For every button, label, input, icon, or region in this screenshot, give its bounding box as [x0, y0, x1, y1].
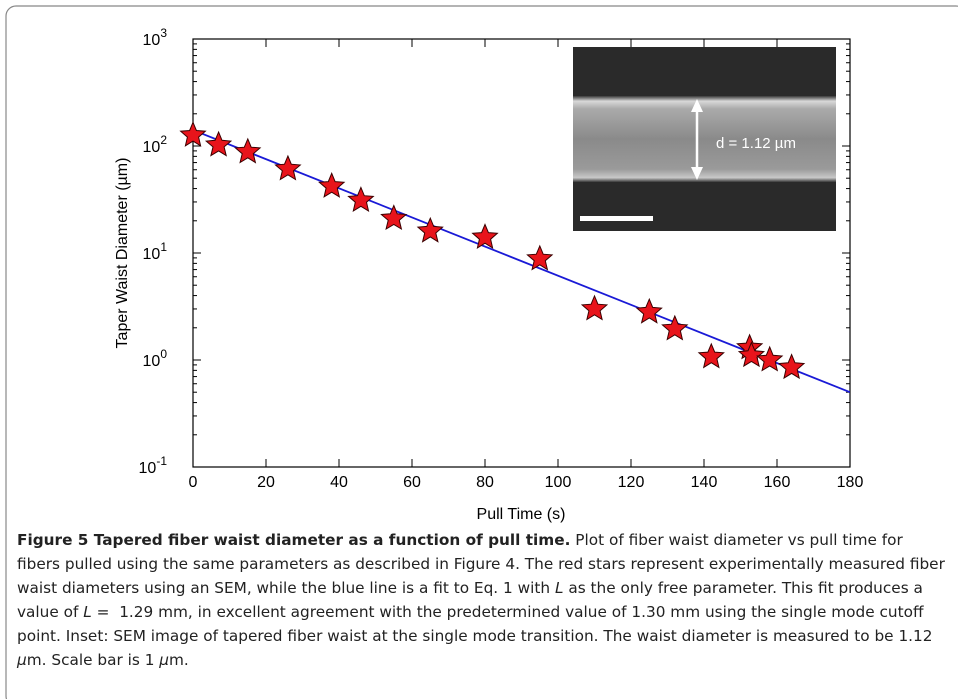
- inset-label: d = 1.12 µm: [716, 135, 796, 152]
- x-tick-label: 120: [618, 474, 645, 491]
- x-tick-label: 20: [257, 474, 275, 491]
- data-point: [347, 186, 375, 212]
- caption-run: m. Scale bar is 1: [26, 651, 160, 669]
- y-tick-base: 10: [143, 246, 161, 263]
- data-point: [471, 223, 499, 249]
- data-point: [380, 204, 408, 231]
- caption-run: μ: [159, 651, 170, 669]
- x-axis-label: Pull Time (s): [477, 506, 566, 523]
- data-point: [318, 171, 346, 198]
- data-point: [204, 130, 233, 157]
- caption-run: Plot of fiber waist diameter vs pull tim…: [17, 531, 950, 597]
- data-point: [274, 154, 302, 181]
- caption-run: Figure 5 Tapered fiber waist diameter as…: [17, 531, 571, 549]
- y-tick-label: 100: [143, 347, 168, 370]
- x-tick-label: 40: [330, 474, 348, 491]
- x-tick-label: 180: [837, 474, 864, 491]
- y-tick-exponent: 2: [160, 133, 167, 147]
- y-tick-label: 103: [143, 26, 168, 49]
- figure-border: [5, 5, 958, 699]
- inset-arrowhead: [691, 99, 703, 112]
- inset: d = 1.12 µm: [573, 47, 836, 231]
- x-tick-label: 80: [476, 474, 494, 491]
- caption-run: L: [554, 579, 564, 597]
- y-axis-label: Taper Waist Diameter (µm): [114, 158, 131, 349]
- data-point: [756, 345, 784, 372]
- y-tick-exponent: 1: [160, 240, 167, 254]
- y-tick-label: 102: [143, 133, 168, 156]
- data-point: [737, 341, 766, 368]
- caption-run: m.: [169, 651, 189, 669]
- fit-line: [193, 129, 850, 394]
- y-tick-base: 10: [139, 460, 157, 477]
- scale-bar: [580, 216, 653, 221]
- x-tick-label: 140: [691, 474, 718, 491]
- x-tick-label: 60: [403, 474, 421, 491]
- data-point: [777, 353, 806, 380]
- data-point: [580, 294, 609, 321]
- caption-run: μ: [17, 651, 27, 669]
- caption-run: as the only free parameter. This fit pro…: [17, 579, 928, 621]
- data-point: [635, 297, 663, 324]
- y-tick-exponent: 3: [160, 26, 167, 40]
- caption: Figure 5 Tapered fiber waist diameter as…: [17, 528, 947, 672]
- y-tick-label: 10-1: [139, 454, 168, 477]
- caption-run: L: [83, 603, 92, 621]
- y-tick-exponent: 0: [160, 347, 167, 361]
- y-tick-base: 10: [143, 32, 161, 49]
- x-tick-label: 160: [764, 474, 791, 491]
- y-tick-exponent: -1: [156, 454, 167, 468]
- inset-arrowhead: [691, 167, 703, 180]
- data-point: [526, 244, 554, 271]
- x-tick-label: 0: [189, 474, 198, 491]
- y-tick-label: 101: [143, 240, 168, 263]
- caption-run: = 1.29 mm, in excellent agreement with t…: [17, 603, 938, 645]
- y-tick-base: 10: [143, 139, 161, 156]
- data-point: [661, 314, 689, 341]
- data-point: [697, 342, 725, 369]
- inset-fiber: [573, 96, 836, 182]
- data-point: [179, 120, 207, 147]
- x-tick-label: 100: [545, 474, 572, 491]
- data-point: [234, 137, 262, 164]
- data-point: [416, 216, 444, 243]
- y-tick-base: 10: [143, 353, 161, 370]
